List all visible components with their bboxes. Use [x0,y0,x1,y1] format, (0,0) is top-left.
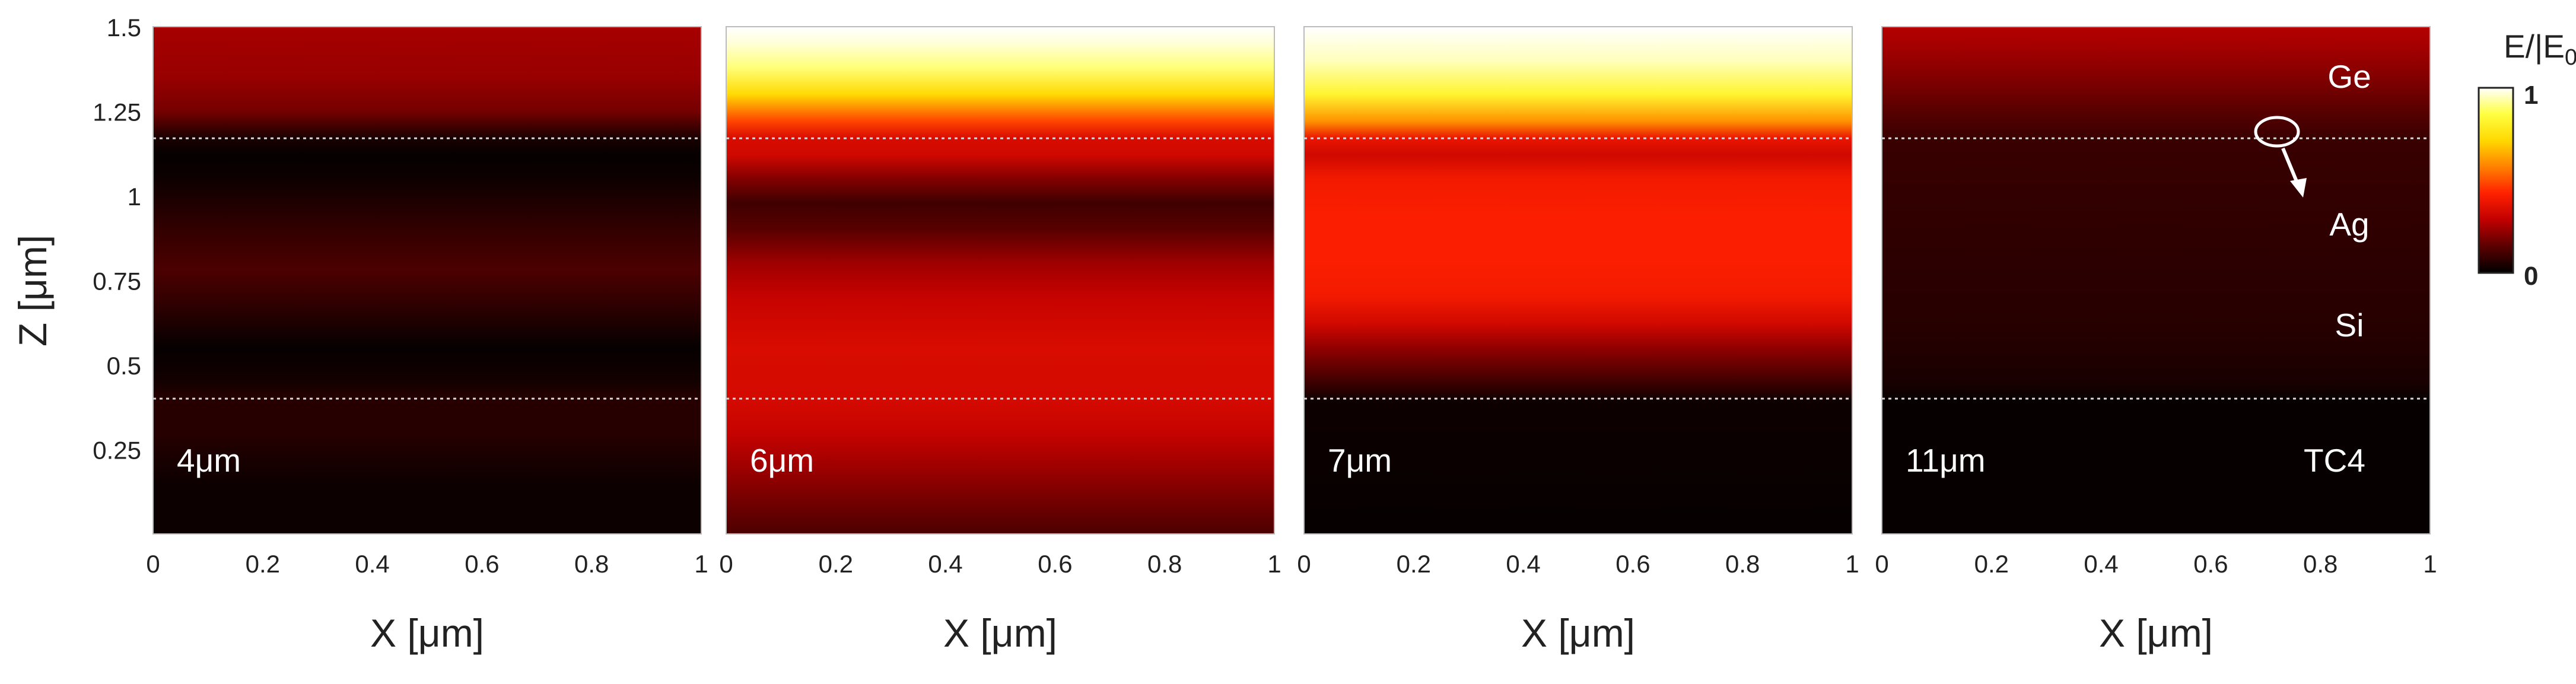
y-tick-label: 0.5 [107,352,141,380]
label-ge: Ge [2327,58,2371,95]
wavelength-label: 7μm [1328,442,1392,479]
y-axis-label: Z [μm] [11,235,55,346]
label-ag: Ag [2329,206,2369,243]
ag-layer-marker-ellipse [2254,116,2300,148]
x-axis-label: X [μm] [370,611,484,655]
ag-layer-arrowhead [2290,178,2307,198]
label-si: Si [2335,307,2364,343]
y-tick-labels: 0.25 0.5 0.75 1 1.25 1.5 [93,14,141,465]
x-tick-label: 0 [146,550,160,578]
wavelength-label: 6μm [750,442,814,479]
y-tick-label: 1.25 [93,98,141,126]
x-tick-label: 0 [1875,550,1888,578]
x-tick-label: 0.4 [355,550,389,578]
heatmap-field [1303,26,1853,535]
x-tick-label: 0.8 [1147,550,1182,578]
x-tick-label: 0.2 [1974,550,2009,578]
heatmap-panel-2: 6μm 0 0.2 0.4 0.6 0.8 1 X [μm] [719,26,1281,655]
ag-layer-arrow [2281,147,2299,184]
x-tick-label: 0 [1297,550,1311,578]
x-tick-label: 0.2 [819,550,853,578]
colorbar-min-label: 0 [2524,262,2538,291]
y-tick-label: 1.5 [107,14,141,42]
x-tick-label: 0.8 [1725,550,1760,578]
x-tick-label: 0.6 [465,550,499,578]
x-tick-label: 0.6 [1038,550,1072,578]
y-tick-label: 0.75 [93,268,141,295]
x-tick-label: 1 [1845,550,1859,578]
heatmap-field [152,26,702,535]
colorbar: E/|E0| 1 0 [2478,28,2576,291]
x-tick-label: 0.4 [1506,550,1540,578]
heatmap-panel-4: 11μm 0 0.2 0.4 0.6 0.8 1 X [μm] [1875,26,2437,655]
y-tick-label: 0.25 [93,437,141,465]
x-tick-label: 0.2 [246,550,280,578]
colorbar-max-label: 1 [2524,81,2538,110]
layer-annotations: Ge Ag Si TC4 [2254,58,2371,479]
heatmap-panel-1: 4μm 0 0.2 0.4 0.6 0.8 1 X [μm] [146,26,708,655]
x-axis-label: X [μm] [1521,611,1635,655]
x-tick-label: 0.8 [574,550,609,578]
x-tick-label: 0.6 [1615,550,1650,578]
heatmap-field [1881,26,2431,535]
x-axis-label: X [μm] [943,611,1057,655]
wavelength-label: 4μm [177,442,241,479]
colorbar-label: E/|E0| [2504,28,2576,70]
x-tick-label: 0.4 [928,550,962,578]
heatmap-field [726,26,1275,535]
heatmap-panel-3: 7μm 0 0.2 0.4 0.6 0.8 1 X [μm] [1297,26,1859,655]
x-tick-label: 1 [2423,550,2437,578]
x-tick-label: 0.4 [2084,550,2118,578]
x-tick-label: 1 [1267,550,1281,578]
x-tick-label: 0 [719,550,733,578]
x-axis-label: X [μm] [2099,611,2213,655]
y-tick-label: 1 [128,183,141,211]
x-tick-label: 1 [694,550,708,578]
x-tick-label: 0.6 [2193,550,2228,578]
x-tick-label: 0.8 [2303,550,2338,578]
colorbar-scale [2478,87,2514,274]
wavelength-label: 11μm [1906,442,1986,479]
label-tc4: TC4 [2304,442,2365,479]
x-tick-label: 0.2 [1397,550,1431,578]
